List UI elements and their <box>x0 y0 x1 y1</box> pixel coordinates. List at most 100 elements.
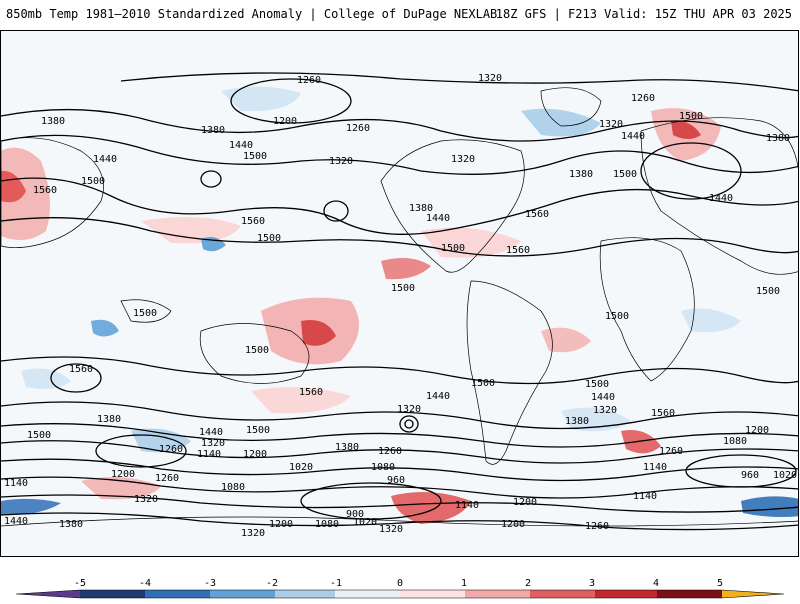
contour-label: 1140 <box>197 449 221 460</box>
contour-label: 1260 <box>659 446 683 457</box>
contour-label: 1140 <box>633 491 657 502</box>
contour-line <box>1 476 798 499</box>
contour-line <box>1 177 798 235</box>
cold-anomaly-area <box>21 368 71 389</box>
colorbar-tick-label: 5 <box>716 578 724 589</box>
cold-anomaly-area <box>1 498 61 516</box>
contour-loop <box>404 419 414 429</box>
colorbar-tick-label: -1 <box>329 578 343 589</box>
contour-loop <box>399 415 419 433</box>
cold-anomaly-area <box>681 308 741 333</box>
contour-label: 1440 <box>709 193 733 204</box>
contour-label: 1500 <box>257 233 281 244</box>
colorbar-low-arrow <box>16 590 80 598</box>
contour-line <box>120 72 798 92</box>
eurasia-coast <box>640 117 798 275</box>
warm-anomaly-area <box>141 217 241 244</box>
warm-anomaly-area <box>381 257 431 280</box>
contour-label: 1320 <box>134 494 158 505</box>
map-title: 850mb Temp 1981–2010 Standardized Anomal… <box>6 7 498 21</box>
contour-label: 1080 <box>221 482 245 493</box>
cold-anomaly-area <box>741 496 798 517</box>
contour-line <box>1 458 798 482</box>
contour-labels: 1260 1320 1380 1200 1260 1260 1500 1320 … <box>4 73 797 539</box>
contour-label: 1500 <box>613 169 637 180</box>
colorbar-segment <box>80 590 145 598</box>
contour-label: 1500 <box>605 311 629 322</box>
map-canvas: 1260 1320 1380 1200 1260 1260 1500 1320 … <box>1 72 798 539</box>
africa-coast <box>599 237 695 382</box>
colorbar-tick-label: 4 <box>652 578 660 589</box>
warm-anomaly-area <box>621 430 661 454</box>
contour-label: 1320 <box>478 73 502 84</box>
colorbar-segment <box>335 590 400 598</box>
weather-map: 1260 1320 1380 1200 1260 1260 1500 1320 … <box>0 30 799 557</box>
contour-loop <box>323 200 349 222</box>
contour-label: 1500 <box>133 308 157 319</box>
contour-label: 1020 <box>773 470 797 481</box>
contour-label: 1440 <box>426 213 450 224</box>
colorbar-tick-label: -2 <box>265 578 279 589</box>
contour-label: 1320 <box>329 156 353 167</box>
contour-label: 900 <box>346 509 364 520</box>
colorbar-high-arrow <box>722 590 784 598</box>
coastlines <box>1 87 798 527</box>
contour-label: 960 <box>387 475 405 486</box>
contour-label: 1380 <box>41 116 65 127</box>
colorbar-segment <box>595 590 657 598</box>
colorbar-tick-label: 0 <box>396 578 404 589</box>
contour-line <box>1 217 798 257</box>
contour-label: 1500 <box>81 176 105 187</box>
contour-label: 1260 <box>378 446 402 457</box>
contour-label: 1140 <box>4 478 28 489</box>
australia-coast <box>199 323 310 384</box>
contour-label: 1560 <box>651 408 675 419</box>
contour-label: 1380 <box>335 442 359 453</box>
colorbar-tick-label: 1 <box>460 578 468 589</box>
contour-label: 1440 <box>591 392 615 403</box>
contour-label: 1440 <box>621 131 645 142</box>
contour-label: 1440 <box>229 140 253 151</box>
contour-loop <box>50 363 102 393</box>
warm-anomaly-area <box>541 327 591 353</box>
contour-line <box>1 512 798 531</box>
antarctica-coast <box>1 516 798 527</box>
warm-anomaly-area <box>301 320 336 346</box>
colorbar-tick-label: -3 <box>203 578 217 589</box>
contour-label: 960 <box>741 470 759 481</box>
warm-anomaly-area <box>251 387 351 414</box>
colorbar-tick-label: -4 <box>138 578 152 589</box>
model-run-info: 18Z GFS | F213 Valid: 15Z THU APR 03 202… <box>495 7 792 21</box>
anomaly-shading <box>1 86 798 524</box>
asia-west-coast <box>1 137 104 248</box>
contour-label: 1200 <box>243 449 267 460</box>
colorbar-segment <box>145 590 210 598</box>
contour-loop <box>685 454 797 488</box>
contour-label: 1320 <box>451 154 475 165</box>
colorbar-segment <box>210 590 275 598</box>
contour-label: 1080 <box>723 436 747 447</box>
contour-line <box>1 401 798 430</box>
contour-line <box>1 423 798 448</box>
contour-line <box>1 440 798 464</box>
contour-label: 1380 <box>97 414 121 425</box>
contour-loop <box>640 142 742 200</box>
warm-anomaly-area <box>1 170 26 203</box>
cold-anomaly-area <box>91 319 119 337</box>
contour-label: 1200 <box>513 497 537 508</box>
contour-label: 1140 <box>643 462 667 473</box>
map-header: 850mb Temp 1981–2010 Standardized Anomal… <box>0 0 800 30</box>
height-contours <box>1 72 798 531</box>
contour-label: 1200 <box>269 519 293 530</box>
colorbar-graphic <box>15 589 785 599</box>
contour-loop <box>230 78 352 124</box>
contour-label: 1320 <box>397 404 421 415</box>
contour-loop <box>300 482 442 520</box>
cold-anomaly-area <box>521 108 601 137</box>
contour-label: 1500 <box>471 378 495 389</box>
contour-label: 1560 <box>506 245 530 256</box>
warm-anomaly-area <box>1 147 50 240</box>
colorbar-segment <box>400 590 465 598</box>
colorbar-tick-label: 2 <box>524 578 532 589</box>
contour-label: 1260 <box>159 444 183 455</box>
